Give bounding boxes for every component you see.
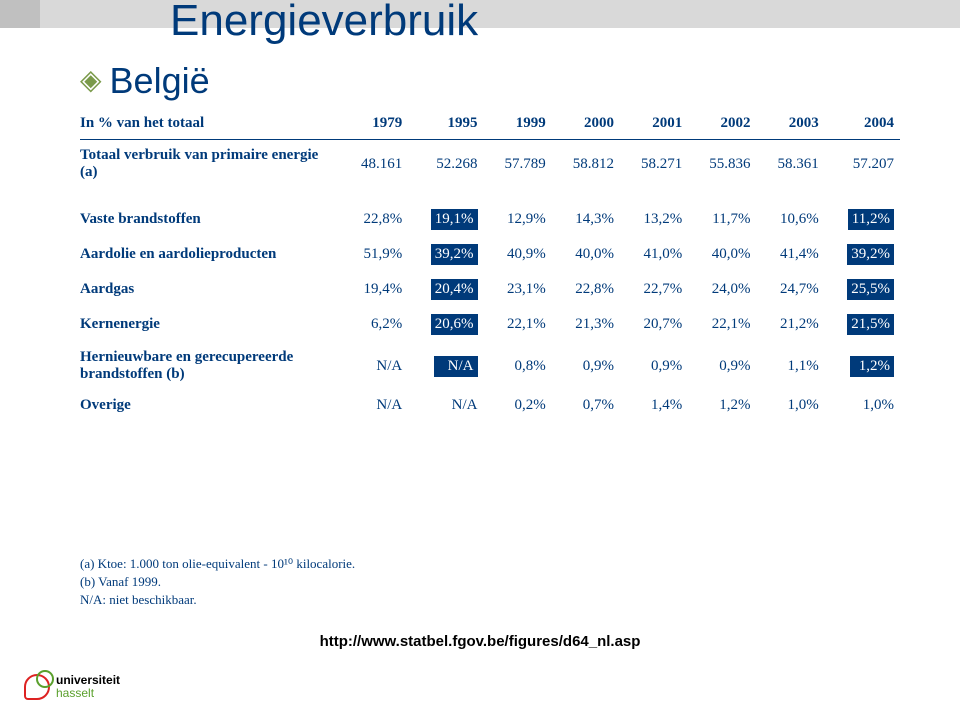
cell: 40,0%	[552, 237, 620, 272]
cell: 0,2%	[484, 390, 552, 421]
col-year: 2003	[756, 108, 824, 140]
table-row: Hernieuwbare en gerecupereerde brandstof…	[80, 342, 900, 390]
row-label: Overige	[80, 390, 340, 421]
cell: 21,5%	[825, 307, 900, 342]
cell: 22,1%	[688, 307, 756, 342]
subtitle-row: ◈ België	[80, 60, 900, 102]
cell: 22,1%	[484, 307, 552, 342]
cell: 21,2%	[756, 307, 824, 342]
cell: 57.207	[825, 140, 900, 189]
cell: 41,0%	[620, 237, 688, 272]
cell: 1,1%	[756, 342, 824, 390]
col-year: 2001	[620, 108, 688, 140]
cell: 39,2%	[408, 237, 483, 272]
subtitle: België	[110, 60, 210, 102]
cell: 52.268	[408, 140, 483, 189]
row-label: Aardolie en aardolieproducten	[80, 237, 340, 272]
cell: 40,9%	[484, 237, 552, 272]
cell: 13,2%	[620, 202, 688, 237]
cell: N/A	[408, 342, 483, 390]
cell: 19,4%	[340, 272, 408, 307]
cell: 10,6%	[756, 202, 824, 237]
cell: 39,2%	[825, 237, 900, 272]
cell: 19,1%	[408, 202, 483, 237]
corner-square	[0, 0, 40, 28]
table-row: Aardgas19,4%20,4%23,1%22,8%22,7%24,0%24,…	[80, 272, 900, 307]
slide-content: Energieverbruik ◈ België In % van het to…	[80, 40, 900, 421]
cell: 20,7%	[620, 307, 688, 342]
header-label: In % van het totaal	[80, 108, 340, 140]
cell: 24,0%	[688, 272, 756, 307]
cell: 0,9%	[552, 342, 620, 390]
cell: 1,4%	[620, 390, 688, 421]
footnote: N/A: niet beschikbaar.	[80, 592, 355, 608]
cell: 0,9%	[620, 342, 688, 390]
cell: 57.789	[484, 140, 552, 189]
col-year: 2004	[825, 108, 900, 140]
cell: N/A	[340, 342, 408, 390]
cell: 1,2%	[688, 390, 756, 421]
cell: 58.361	[756, 140, 824, 189]
cell: 58.271	[620, 140, 688, 189]
cell: N/A	[408, 390, 483, 421]
footnotes: (a) Ktoe: 1.000 ton olie-equivalent - 10…	[80, 554, 355, 610]
cell: 11,2%	[825, 202, 900, 237]
university-logo: universiteit hasselt	[24, 674, 120, 700]
bullet-icon: ◈	[80, 67, 102, 95]
row-label: Vaste brandstoffen	[80, 202, 340, 237]
cell: 20,4%	[408, 272, 483, 307]
row-label: Totaal verbruik van primaire energie (a)	[80, 140, 340, 189]
row-label: Kernenergie	[80, 307, 340, 342]
cell: 20,6%	[408, 307, 483, 342]
totals-row: Totaal verbruik van primaire energie (a)…	[80, 140, 900, 189]
footnote: (b) Vanaf 1999.	[80, 574, 355, 590]
cell: 1,0%	[825, 390, 900, 421]
cell: 41,4%	[756, 237, 824, 272]
cell: 14,3%	[552, 202, 620, 237]
source-url: http://www.statbel.fgov.be/figures/d64_n…	[0, 633, 960, 650]
cell: 21,3%	[552, 307, 620, 342]
cell: 12,9%	[484, 202, 552, 237]
cell: 51,9%	[340, 237, 408, 272]
cell: 1,2%	[825, 342, 900, 390]
cell: 40,0%	[688, 237, 756, 272]
cell: N/A	[340, 390, 408, 421]
cell: 55.836	[688, 140, 756, 189]
cell: 1,0%	[756, 390, 824, 421]
header-row: In % van het totaal 1979 1995 1999 2000 …	[80, 108, 900, 140]
logo-mark-icon	[24, 674, 50, 700]
cell: 58.812	[552, 140, 620, 189]
logo-line1: universiteit	[56, 674, 120, 687]
table-row: OverigeN/AN/A0,2%0,7%1,4%1,2%1,0%1,0%	[80, 390, 900, 421]
col-year: 1999	[484, 108, 552, 140]
data-table: In % van het totaal 1979 1995 1999 2000 …	[80, 108, 900, 421]
cell: 22,8%	[340, 202, 408, 237]
table-row: Kernenergie6,2%20,6%22,1%21,3%20,7%22,1%…	[80, 307, 900, 342]
cell: 48.161	[340, 140, 408, 189]
cell: 0,8%	[484, 342, 552, 390]
col-year: 1979	[340, 108, 408, 140]
col-year: 2002	[688, 108, 756, 140]
col-year: 2000	[552, 108, 620, 140]
row-label: Aardgas	[80, 272, 340, 307]
row-label: Hernieuwbare en gerecupereerde brandstof…	[80, 342, 340, 390]
table-row: Aardolie en aardolieproducten51,9%39,2%4…	[80, 237, 900, 272]
cell: 22,8%	[552, 272, 620, 307]
table-row: Vaste brandstoffen22,8%19,1%12,9%14,3%13…	[80, 202, 900, 237]
footnote: (a) Ktoe: 1.000 ton olie-equivalent - 10…	[80, 556, 355, 572]
cell: 22,7%	[620, 272, 688, 307]
col-year: 1995	[408, 108, 483, 140]
page-title: Energieverbruik	[170, 0, 900, 46]
logo-text: universiteit hasselt	[56, 674, 120, 700]
cell: 0,9%	[688, 342, 756, 390]
cell: 24,7%	[756, 272, 824, 307]
cell: 23,1%	[484, 272, 552, 307]
cell: 0,7%	[552, 390, 620, 421]
logo-line2: hasselt	[56, 687, 120, 700]
cell: 11,7%	[688, 202, 756, 237]
cell: 6,2%	[340, 307, 408, 342]
table-body: Totaal verbruik van primaire energie (a)…	[80, 140, 900, 422]
cell: 25,5%	[825, 272, 900, 307]
